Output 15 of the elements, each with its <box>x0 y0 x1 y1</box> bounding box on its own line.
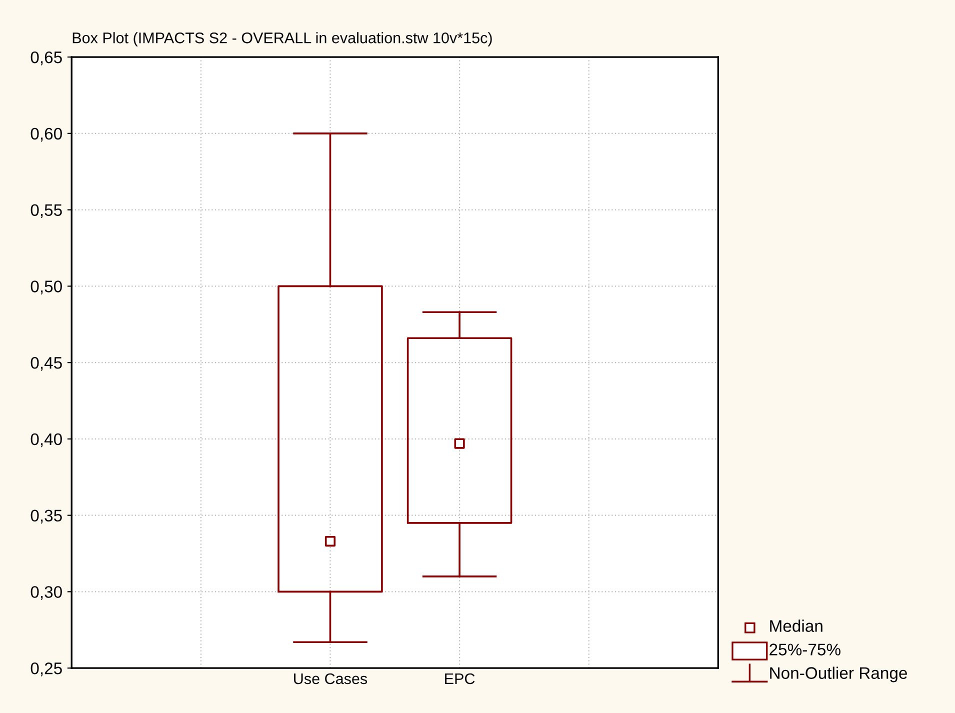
text: Median <box>770 620 822 632</box>
y-tick-label: 0,55 <box>30 204 62 218</box>
chart-title: Box Plot (IMPACTS S2 - OVERALL in evaluation.stw 10v*15c) <box>72 32 492 46</box>
y-tick-label: 0,50 <box>30 280 62 294</box>
y-tick-label: 0,25 <box>30 662 62 676</box>
y-tick-label: 0,30 <box>30 586 62 600</box>
text: 25%-75% <box>770 644 840 656</box>
y-tick-label: 0,35 <box>30 510 62 524</box>
x-tick-label: EPC <box>445 673 475 684</box>
y-tick-label: 0,45 <box>30 356 62 371</box>
y-tick-label: 0,60 <box>30 128 62 142</box>
text: Non-Outlier Range <box>770 666 907 682</box>
y-tick-label: 0,40 <box>30 433 62 448</box>
x-tick-label: Use Cases <box>294 673 368 684</box>
y-tick-label: 0,65 <box>30 51 62 66</box>
